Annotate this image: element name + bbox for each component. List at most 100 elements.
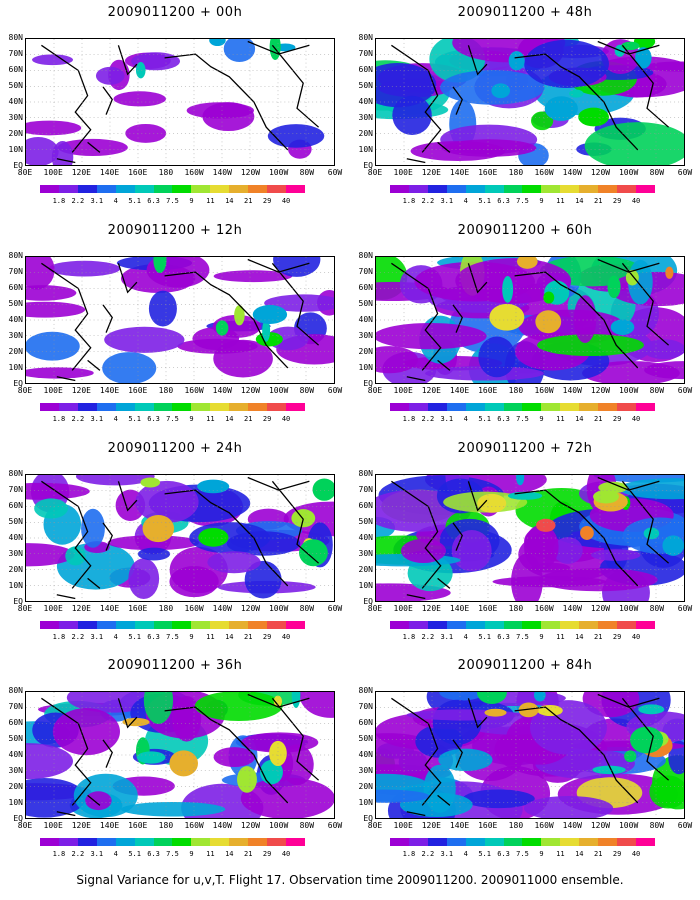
colorbar-swatch [267,838,286,846]
variance-field [26,39,334,165]
colorbar-label: 5.1 [478,197,491,205]
x-tick-label: 140E [449,168,470,177]
colorbar-swatch [522,838,542,846]
colorbar-swatch [617,185,636,193]
colorbar-swatch [134,185,154,193]
y-tick-label: EQ [363,597,373,606]
x-tick-label: 60W [327,168,343,177]
colorbar-label: 7.5 [166,197,179,205]
colorbar-swatch [153,403,173,411]
colorbar-swatch [77,403,97,411]
y-tick-label: 20N [358,129,373,138]
x-tick-label: 60W [327,604,343,613]
x-tick-label: 60W [327,821,343,830]
colorbar-swatch [153,621,173,629]
variance-map [25,38,335,166]
colorbar-label: 11 [206,415,215,423]
colorbar-swatch [446,403,466,411]
colorbar-swatch [541,621,561,629]
colorbar-label: 4 [463,415,468,423]
colorbar-label: 1.8 [52,197,66,205]
colorbar-swatch [40,838,59,846]
colorbar-swatch [390,621,409,629]
colorbar-swatch [427,185,447,193]
variance-map [375,691,685,819]
y-tick-label: 50N [8,299,23,308]
colorbar-label: 9 [189,415,194,423]
variance-field [376,39,684,165]
x-tick-label: 140E [449,821,470,830]
colorbar-label: 5.1 [478,415,491,423]
colorbar-swatch [465,838,485,846]
colorbar-swatch [191,403,211,411]
y-tick-label: 60N [358,283,373,292]
colorbar [40,403,305,411]
x-tick-label: 120E [71,168,91,177]
colorbar-swatch [285,621,305,629]
x-tick-label: 160E [478,821,498,830]
colorbar-swatch [285,403,305,411]
y-tick-label: 30N [358,331,373,340]
y-tick-label: 20N [8,129,23,138]
y-tick-label: 10N [358,363,373,372]
colorbar-swatch [560,185,580,193]
colorbar-label: 9 [189,850,194,858]
colorbar-swatch [172,838,192,846]
map-panel: 2009011200 + 12h 80N 70N 60N 50N 40N 30N 20N 10N… [5,223,345,443]
x-tick-label: 120W [240,386,261,395]
variance-map [25,691,335,819]
colorbar-label: 1.8 [402,197,416,205]
variance-map [375,474,685,602]
colorbar-swatch [598,185,618,193]
colorbar-label: 1.8 [52,415,66,423]
colorbar-label: 7.5 [166,415,179,423]
y-tick-label: EQ [363,161,373,170]
x-tick-label: 80W [649,821,665,830]
variance-field [26,692,334,818]
colorbar-label: 21 [593,850,603,858]
colorbar-swatch [134,838,154,846]
x-tick-label: 100W [618,821,639,830]
colorbar-label: 11 [556,850,565,858]
map-panel: 2009011200 + 60h 80N 70N 60N 50N 40N 30N 20N 10N… [355,223,695,443]
x-tick-label: 80W [649,604,665,613]
x-tick-label: 160W [184,168,204,177]
y-tick-label: 10N [358,798,373,807]
colorbar-label: 11 [556,633,565,641]
y-tick-label: 80N [358,469,373,478]
colorbar-swatch [210,185,230,193]
colorbar-swatch [248,403,268,411]
colorbar-label: 2.2 [421,415,435,423]
colorbar-swatch [248,838,268,846]
colorbar-swatch [248,621,268,629]
x-tick-label: 160W [534,821,554,830]
x-tick-label: 80W [299,168,315,177]
x-tick-label: 160E [128,604,148,613]
colorbar-swatch [134,403,154,411]
y-tick-label: 60N [358,718,373,727]
y-tick-label: 50N [8,81,23,90]
x-tick-label: 120E [421,821,441,830]
colorbar-swatch [635,621,655,629]
y-tick-label: 80N [8,251,23,260]
y-tick-label: 70N [8,267,23,276]
x-tick-label: 140W [212,168,232,177]
x-tick-label: 80E [367,821,383,830]
colorbar-swatch [229,838,249,846]
colorbar-swatch [484,838,504,846]
colorbar-label: 6.3 [497,850,510,858]
x-tick-label: 80W [649,168,665,177]
colorbar-label: 1.8 [402,415,416,423]
x-tick-label: 160W [534,168,554,177]
colorbar-label: 6.3 [497,633,510,641]
variance-map [375,38,685,166]
figure-caption: Signal Variance for u,v,T. Flight 17. Ob… [76,873,624,887]
colorbar-label: 14 [575,850,584,858]
colorbar-swatch [390,185,409,193]
colorbar-swatch [635,185,655,193]
y-tick-label: 80N [358,251,373,260]
colorbar-label: 4 [113,633,118,641]
colorbar-swatch [484,185,504,193]
colorbar-swatch [465,185,485,193]
x-tick-label: 160E [478,168,498,177]
